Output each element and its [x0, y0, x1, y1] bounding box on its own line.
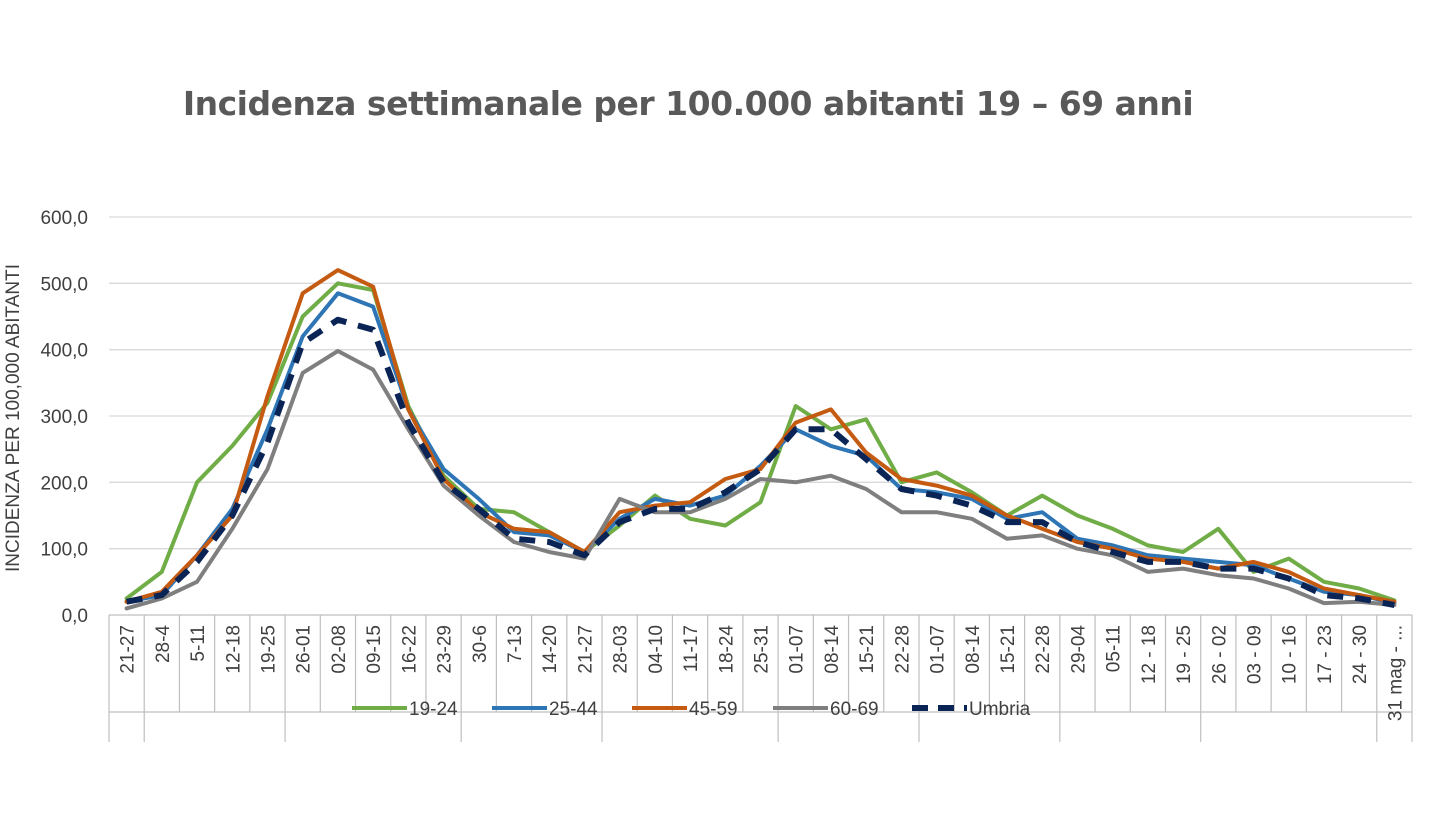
x-tick-label: 01-07 — [928, 625, 949, 674]
x-tick-label: 25-31 — [752, 625, 773, 674]
x-tick-label: 5-11 — [188, 625, 209, 662]
x-tick-label: 15-21 — [857, 625, 878, 674]
x-tick-label: 12 - 18 — [1139, 625, 1160, 684]
x-tick-label: 14-20 — [540, 625, 561, 674]
x-tick-label: 29-04 — [1068, 625, 1089, 674]
series-lines — [124, 268, 1397, 611]
x-tick-label: 17 - 23 — [1315, 625, 1336, 684]
y-tick-label: 100,0 — [40, 540, 88, 561]
y-tick-label: 400,0 — [40, 341, 88, 362]
y-tick-label: 200,0 — [40, 473, 88, 494]
y-tick-label: 600,0 — [40, 208, 88, 229]
x-tick-label: 15-21 — [998, 625, 1019, 674]
x-tick-label: 08-14 — [822, 625, 843, 674]
x-tick-label: 28-03 — [611, 625, 632, 674]
x-tick-label: 19-25 — [258, 625, 279, 674]
x-tick-label: 10 - 16 — [1280, 625, 1301, 684]
x-tick-label: 26-01 — [294, 625, 315, 674]
series-line-60-69 — [124, 349, 1397, 611]
x-tick-label: 24 - 30 — [1350, 625, 1371, 684]
x-tick-label: 7-13 — [505, 625, 526, 663]
x-tick-label: 22-28 — [892, 625, 913, 674]
x-tick-label: 21-27 — [118, 625, 139, 674]
x-tick-label: 02-08 — [329, 625, 350, 674]
x-tick-label: 28-4 — [153, 625, 174, 663]
x-tick-label: 12-18 — [223, 625, 244, 674]
series-line-45-59 — [124, 268, 1397, 604]
x-tick-label: 04-10 — [646, 625, 667, 674]
x-tick-label: 01-07 — [787, 625, 808, 674]
x-tick-label: 11-17 — [681, 625, 702, 672]
x-tick-label: 31 mag - ... — [1385, 625, 1406, 721]
legend-label-45-59: 45-59 — [689, 699, 738, 720]
x-tick-label: 09-15 — [364, 625, 385, 674]
y-axis-label: INCIDENZA PER 100,000 ABITANTI — [3, 264, 24, 572]
grid-lines — [109, 216, 1412, 616]
x-tick-label: 23-29 — [435, 625, 456, 674]
legend-label-umbria: Umbria — [969, 699, 1031, 720]
legend-label-25-44: 25-44 — [549, 699, 598, 720]
x-tick-label: 19 - 25 — [1174, 625, 1195, 684]
legend-label-19-24: 19-24 — [409, 699, 458, 720]
legend: 19-24 25-44 45-59 60-69 Umbria — [352, 699, 1031, 720]
x-axis: 21-27 28-4 5-11 12-18 19-25 26-01 02-08 09-15 16… — [108, 615, 1413, 742]
x-tick-label: 16-22 — [399, 625, 420, 674]
x-tick-label: 08-14 — [963, 625, 984, 674]
x-tick-label: 22-28 — [1033, 625, 1054, 674]
y-tick-label: 500,0 — [40, 274, 88, 295]
x-tick-label: 26 - 02 — [1209, 625, 1230, 684]
x-tick-label: 18-24 — [716, 625, 737, 674]
x-tick-label: 21-27 — [575, 625, 596, 674]
series-line-25-44 — [124, 291, 1397, 606]
x-tick-label: 30-6 — [470, 625, 491, 663]
y-tick-label: 0,0 — [62, 606, 88, 627]
series-line-umbria — [126, 316, 1395, 608]
x-tick-label: 05-11 — [1104, 625, 1125, 672]
y-tick-label: 300,0 — [40, 407, 88, 428]
chart-title: Incidenza settimanale per 100.000 abitan… — [182, 84, 1194, 123]
legend-label-60-69: 60-69 — [830, 699, 879, 720]
x-tick-label: 03 - 09 — [1245, 625, 1266, 684]
series-line-19-24 — [124, 281, 1397, 603]
y-axis-ticks: 0,0 100,0 200,0 300,0 400,0 500,0 600,0 — [40, 208, 88, 627]
